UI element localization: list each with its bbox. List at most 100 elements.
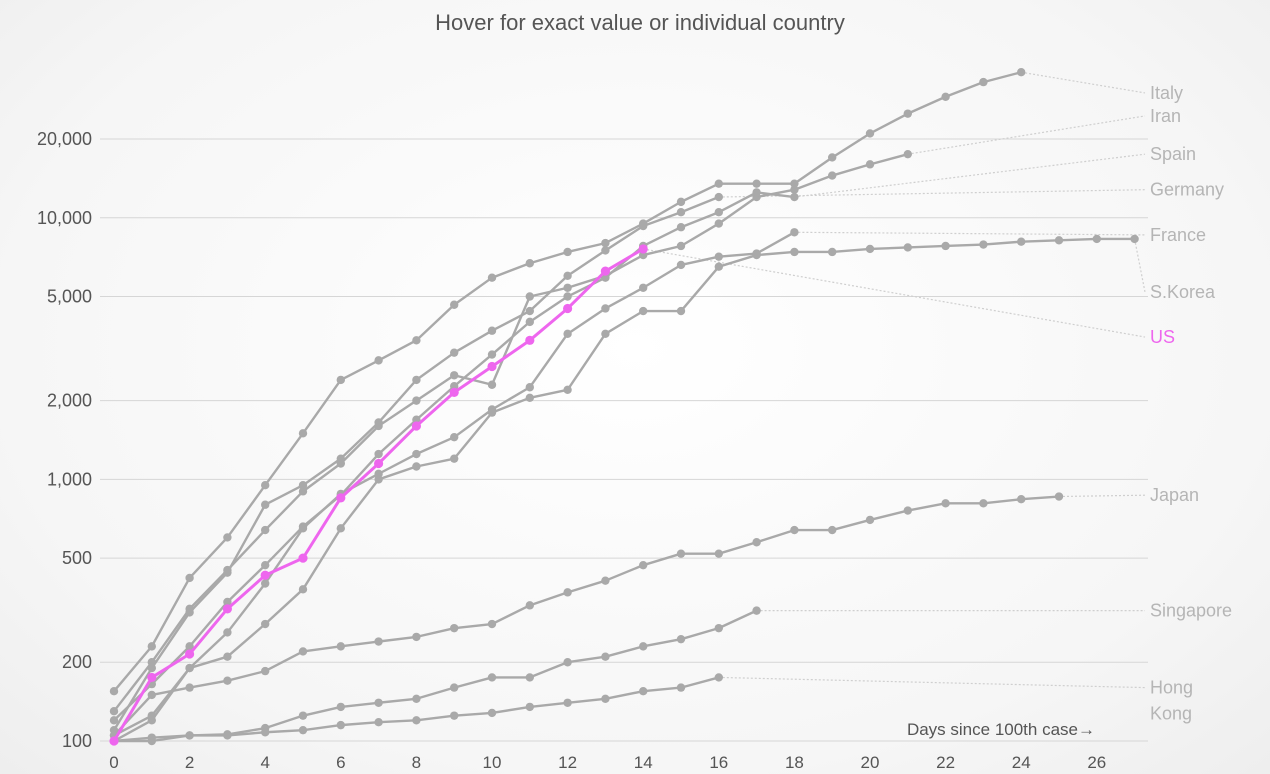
- data-point[interactable]: [298, 429, 308, 438]
- series-italy[interactable]: [109, 68, 1026, 696]
- data-point[interactable]: [147, 672, 157, 683]
- series-germany[interactable]: [109, 192, 723, 735]
- data-point[interactable]: [261, 500, 270, 509]
- data-point[interactable]: [828, 525, 837, 535]
- data-point[interactable]: [109, 716, 119, 725]
- data-point[interactable]: [185, 608, 194, 617]
- data-point[interactable]: [941, 92, 950, 101]
- data-point[interactable]: [412, 415, 421, 424]
- data-point[interactable]: [525, 335, 535, 345]
- data-point[interactable]: [222, 604, 232, 614]
- data-point[interactable]: [374, 418, 383, 427]
- data-point[interactable]: [449, 387, 459, 398]
- data-point[interactable]: [941, 499, 950, 508]
- data-point[interactable]: [563, 329, 572, 339]
- data-point[interactable]: [714, 623, 723, 633]
- series-line[interactable]: [112, 237, 1136, 737]
- data-point[interactable]: [638, 244, 648, 254]
- data-point[interactable]: [1054, 492, 1064, 501]
- data-point[interactable]: [487, 380, 497, 389]
- data-point[interactable]: [374, 637, 383, 646]
- data-point[interactable]: [865, 515, 875, 525]
- data-point[interactable]: [941, 241, 950, 251]
- data-point[interactable]: [525, 393, 534, 403]
- series-line[interactable]: [112, 71, 1023, 693]
- data-point[interactable]: [790, 185, 799, 194]
- data-point[interactable]: [147, 711, 156, 720]
- data-point[interactable]: [374, 458, 384, 469]
- series-hong-kong[interactable]: [109, 673, 723, 746]
- series-iran[interactable]: [109, 149, 912, 716]
- data-point[interactable]: [298, 711, 308, 720]
- data-point[interactable]: [979, 240, 988, 249]
- data-point[interactable]: [261, 525, 270, 535]
- data-point[interactable]: [790, 192, 799, 202]
- data-point[interactable]: [563, 247, 572, 257]
- data-point[interactable]: [487, 619, 497, 629]
- data-point[interactable]: [714, 673, 723, 682]
- data-point[interactable]: [487, 673, 497, 682]
- data-point[interactable]: [223, 597, 232, 607]
- data-point[interactable]: [828, 247, 837, 257]
- data-point[interactable]: [1017, 68, 1026, 77]
- data-point[interactable]: [223, 676, 232, 685]
- data-point[interactable]: [903, 149, 912, 159]
- data-point[interactable]: [412, 396, 421, 405]
- data-point[interactable]: [185, 642, 194, 651]
- data-point[interactable]: [450, 371, 459, 380]
- data-point[interactable]: [979, 77, 988, 87]
- data-point[interactable]: [563, 283, 572, 292]
- data-point[interactable]: [487, 408, 497, 417]
- data-point[interactable]: [412, 375, 421, 385]
- data-point[interactable]: [676, 549, 686, 558]
- data-point[interactable]: [412, 462, 421, 471]
- data-point[interactable]: [714, 208, 723, 217]
- data-point[interactable]: [1092, 234, 1102, 244]
- data-point[interactable]: [1017, 494, 1026, 504]
- data-point[interactable]: [525, 292, 534, 301]
- data-point[interactable]: [336, 720, 345, 730]
- data-point[interactable]: [374, 449, 383, 459]
- data-point[interactable]: [865, 129, 875, 138]
- data-point[interactable]: [412, 336, 421, 345]
- data-point[interactable]: [903, 109, 912, 118]
- data-point[interactable]: [601, 652, 610, 661]
- data-point[interactable]: [828, 153, 837, 162]
- data-point[interactable]: [525, 306, 534, 316]
- data-point[interactable]: [676, 634, 686, 644]
- data-point[interactable]: [374, 717, 383, 727]
- data-point[interactable]: [752, 250, 761, 260]
- data-point[interactable]: [714, 252, 723, 261]
- data-point[interactable]: [412, 694, 421, 703]
- data-point[interactable]: [450, 711, 459, 720]
- data-point[interactable]: [298, 481, 308, 490]
- data-point[interactable]: [601, 273, 610, 282]
- data-point[interactable]: [525, 259, 534, 268]
- data-point[interactable]: [450, 432, 459, 442]
- data-point[interactable]: [676, 223, 686, 232]
- data-point[interactable]: [450, 683, 459, 692]
- data-point[interactable]: [639, 283, 648, 292]
- data-point[interactable]: [790, 247, 799, 257]
- data-point[interactable]: [639, 306, 648, 316]
- data-point[interactable]: [714, 262, 723, 271]
- data-point[interactable]: [298, 725, 308, 735]
- series-line[interactable]: [112, 495, 1061, 737]
- data-point[interactable]: [752, 606, 761, 615]
- data-point[interactable]: [298, 553, 308, 563]
- data-point[interactable]: [450, 454, 459, 463]
- data-point[interactable]: [563, 658, 572, 667]
- data-point[interactable]: [790, 179, 799, 188]
- data-point[interactable]: [563, 292, 572, 301]
- series-s-korea[interactable]: [109, 234, 1139, 740]
- data-point[interactable]: [790, 525, 799, 535]
- data-point[interactable]: [223, 568, 232, 577]
- data-point[interactable]: [147, 690, 156, 700]
- data-point[interactable]: [790, 228, 799, 237]
- data-point[interactable]: [261, 619, 270, 629]
- data-point[interactable]: [374, 475, 383, 484]
- data-point[interactable]: [639, 560, 648, 570]
- data-point[interactable]: [714, 192, 723, 202]
- data-point[interactable]: [374, 356, 383, 365]
- series-lines[interactable]: [109, 68, 1139, 746]
